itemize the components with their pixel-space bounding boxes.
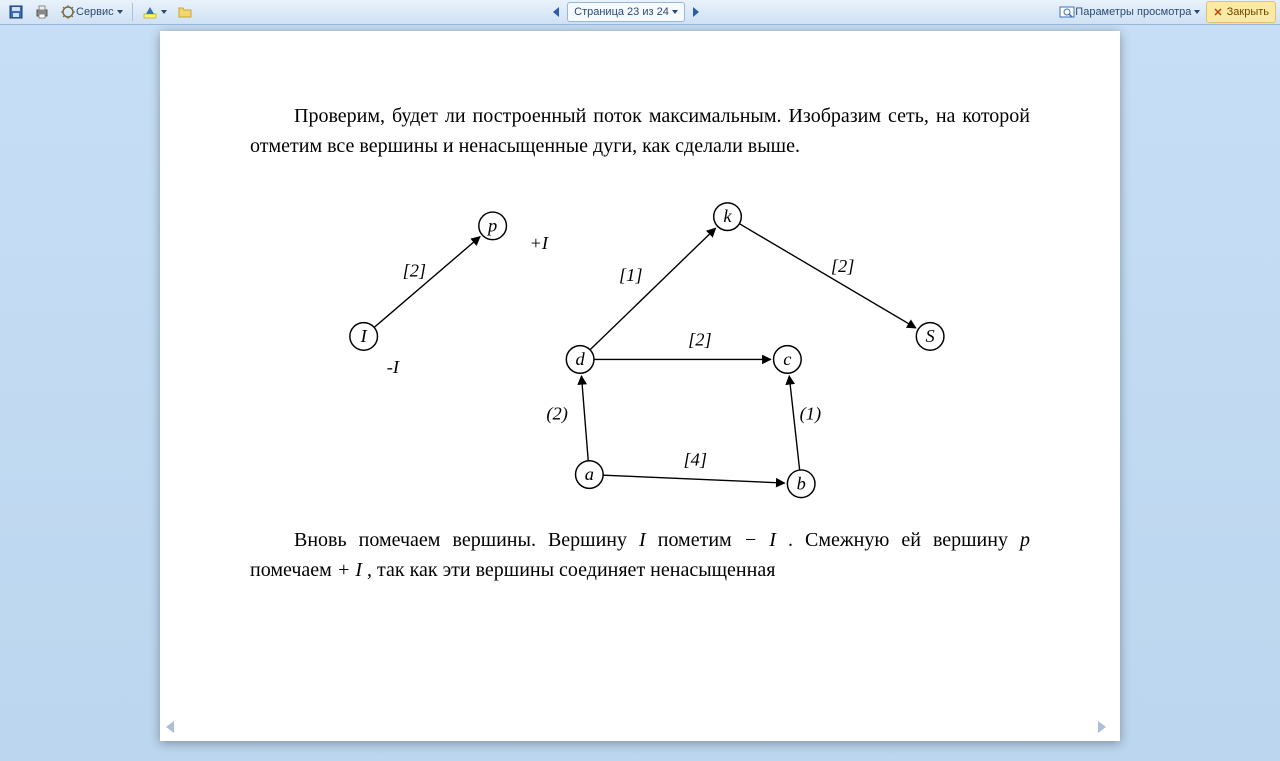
arrow-left-icon [553, 7, 559, 17]
workspace: Проверим, будет ли построенный поток мак… [0, 25, 1280, 761]
toolbar-right-group: Параметры просмотра ✕ Закрыть [1051, 1, 1280, 23]
node-label-k: k [723, 206, 732, 226]
graph-wrap: Ip k Sd c a b [2] [1] [2] [2] (2) (1) [4] +I -I [250, 171, 1030, 511]
annotation-1: -I [387, 357, 400, 377]
paragraph-1: Проверим, будет ли построенный поток мак… [250, 101, 1030, 161]
edge-label-k-S: [2] [831, 256, 855, 276]
p2-minusI: − I [744, 529, 776, 551]
node-label-a: a [585, 464, 594, 484]
edge-label-I-p: [2] [403, 261, 427, 281]
p2-mid2: . Смежную ей вершину [788, 529, 1020, 551]
p2-p: p [1020, 529, 1030, 551]
arrow-right-icon [693, 7, 699, 17]
page-content: Проверим, будет ли построенный поток мак… [250, 101, 1030, 721]
edge-label-d-k: [1] [619, 265, 643, 285]
node-label-b: b [797, 473, 806, 493]
chevron-down-icon [117, 10, 123, 14]
node-label-d: d [576, 349, 586, 369]
close-icon: ✕ [1213, 6, 1222, 19]
next-page-button[interactable] [687, 2, 705, 22]
print-preview-toolbar: Сервис Страница 23 из 24 Параметры просм… [0, 0, 1280, 25]
page-next-hint[interactable] [1098, 721, 1114, 737]
save-button[interactable] [4, 2, 28, 22]
network-graph: Ip k Sd c a b [2] [1] [2] [2] (2) (1) [4] +I -I [290, 171, 990, 511]
edge-label-a-b: [4] [683, 449, 707, 469]
tools-button[interactable]: Сервис [56, 2, 127, 22]
annotation-0: +I [529, 233, 548, 253]
p2-tail: , так как эти вершины соединяет ненасыще… [367, 559, 775, 581]
chevron-down-icon [1194, 10, 1200, 14]
page-indicator-text: Страница 23 из 24 [574, 6, 669, 18]
page-indicator[interactable]: Страница 23 из 24 [567, 2, 685, 22]
edge-label-a-d: (2) [546, 403, 567, 424]
paragraph-2: Вновь помечаем вершины. Вершину I помети… [250, 525, 1030, 585]
edge-I-p [374, 237, 480, 328]
toolbar-center-group: Страница 23 из 24 [543, 2, 709, 22]
p2-mid3: помечаем [250, 559, 337, 581]
node-label-c: c [783, 349, 791, 369]
edge-a-b [603, 475, 784, 483]
node-label-p: p [486, 215, 497, 235]
p2-mid1: пометим [658, 529, 744, 551]
edge-label-d-c: [2] [688, 330, 712, 350]
node-label-I: I [360, 326, 368, 346]
view-params-button[interactable]: Параметры просмотра [1055, 2, 1204, 22]
p2-plusI: + I [337, 559, 362, 581]
view-params-label: Параметры просмотра [1075, 6, 1191, 18]
edge-label-b-c: (1) [800, 403, 821, 424]
p2-pre: Вновь помечаем вершины. Вершину [294, 529, 639, 551]
prev-page-button[interactable] [547, 2, 565, 22]
chevron-down-icon [161, 10, 167, 14]
edge-b-c [789, 376, 799, 470]
chevron-down-icon [672, 10, 678, 14]
edge-k-S [739, 224, 915, 328]
page: Проверим, будет ли построенный поток мак… [160, 31, 1120, 741]
edge-a-d [581, 376, 588, 461]
close-preview-button[interactable]: ✕ Закрыть [1206, 1, 1276, 23]
print-button[interactable] [30, 2, 54, 22]
page-prev-hint[interactable] [166, 721, 182, 737]
toolbar-left-group: Сервис [0, 2, 201, 22]
tools-label: Сервис [76, 6, 114, 18]
separator [132, 3, 133, 21]
close-label: Закрыть [1227, 6, 1269, 18]
node-label-S: S [926, 326, 935, 346]
p2-I: I [639, 529, 646, 551]
folder-button[interactable] [173, 2, 197, 22]
highlight-button[interactable] [138, 2, 171, 22]
